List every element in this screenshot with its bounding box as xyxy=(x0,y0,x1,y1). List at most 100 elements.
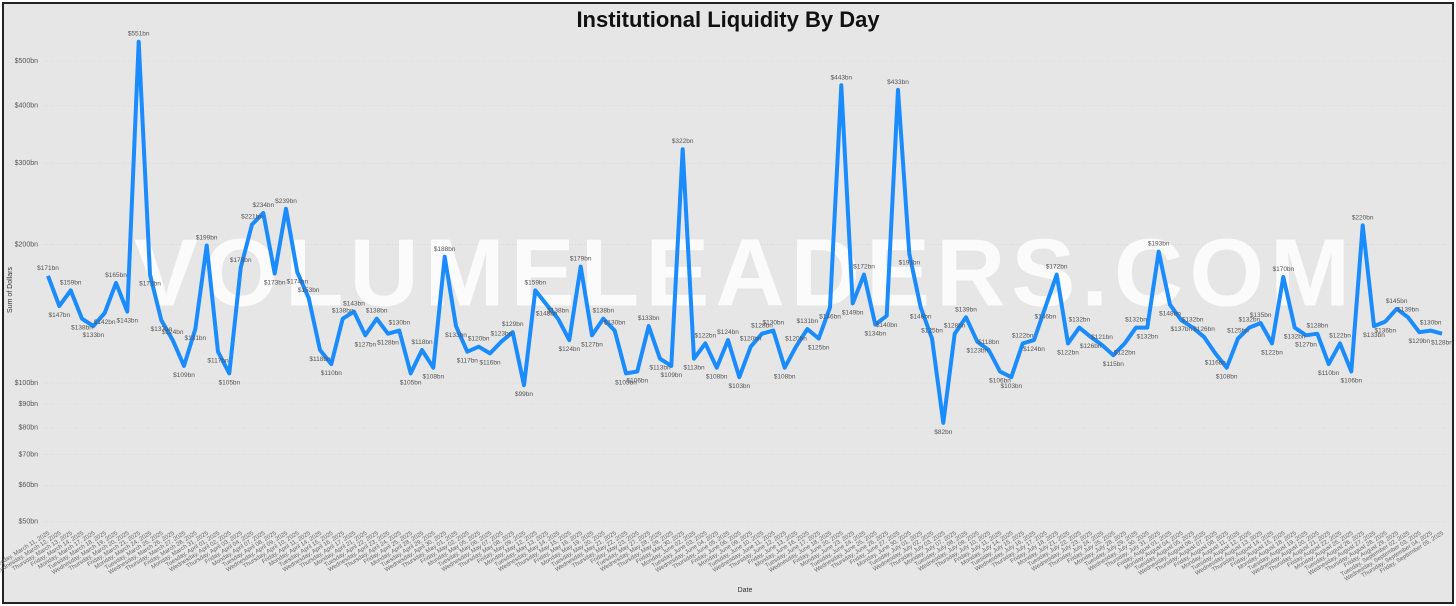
data-label: $115bn xyxy=(1103,361,1125,368)
data-label: $220bn xyxy=(1352,214,1374,221)
data-label: $172bn xyxy=(139,281,161,288)
data-label: $122bn xyxy=(1057,349,1079,356)
data-label: $146bn xyxy=(819,313,841,320)
data-label: $143bn xyxy=(343,301,365,308)
y-tick-label: $80bn xyxy=(19,425,39,432)
data-label: $125bn xyxy=(1227,327,1249,334)
data-label: $179bn xyxy=(570,256,592,263)
y-tick-label: $90bn xyxy=(19,401,39,408)
data-label: $170bn xyxy=(1272,266,1294,273)
data-label: $129bn xyxy=(502,321,524,328)
data-label: $127bn xyxy=(354,341,376,348)
data-label: $132bn xyxy=(1068,317,1090,324)
y-tick-label: $60bn xyxy=(19,482,39,489)
data-label: $106bn xyxy=(626,377,648,384)
data-label: $139bn xyxy=(1397,306,1419,313)
data-label: $113bn xyxy=(683,365,705,372)
data-line xyxy=(46,39,1443,425)
data-label: $146bn xyxy=(1034,313,1056,320)
y-tick-label: $200bn xyxy=(15,241,38,248)
data-label: $117bn xyxy=(207,358,229,365)
data-label: $132bn xyxy=(1136,334,1158,341)
data-label: $130bn xyxy=(1420,320,1442,327)
data-label: $125bn xyxy=(921,327,943,334)
data-label: $109bn xyxy=(660,372,682,379)
data-label: $105bn xyxy=(218,379,240,386)
data-label: $145bn xyxy=(1386,298,1408,305)
data-label: $123bn xyxy=(490,331,512,338)
data-label: $120bn xyxy=(740,336,762,343)
data-label: $117bn xyxy=(457,358,479,365)
data-label: $113bn xyxy=(649,365,671,372)
data-label: $134bn xyxy=(864,331,886,338)
data-label: $138bn xyxy=(592,308,614,315)
data-label: $138bn xyxy=(332,308,354,315)
data-label: $128bn xyxy=(944,323,966,330)
data-label: $322bn xyxy=(672,138,694,145)
data-label: $120bn xyxy=(468,336,490,343)
data-label: $130bn xyxy=(388,320,410,327)
data-label: $127bn xyxy=(581,341,603,348)
data-label: $443bn xyxy=(830,74,852,81)
data-label: $133bn xyxy=(82,332,104,339)
data-label: $132bn xyxy=(1284,334,1306,341)
data-label: $139bn xyxy=(955,306,977,313)
data-label: $128bn xyxy=(751,323,773,330)
y-tick-label: $70bn xyxy=(19,451,39,458)
data-label: $147bn xyxy=(48,312,70,319)
data-label: $126bn xyxy=(1193,326,1215,333)
data-label: $149bn xyxy=(842,309,864,316)
data-label: $103bn xyxy=(728,383,750,390)
data-label: $171bn xyxy=(37,265,59,272)
data-label: $132bn xyxy=(1238,317,1260,324)
data-label: $82bn xyxy=(934,429,952,436)
y-tick-label: $100bn xyxy=(15,380,38,387)
data-label: $132bn xyxy=(1182,317,1204,324)
data-label: $105bn xyxy=(615,379,637,386)
data-label: $116bn xyxy=(479,359,501,366)
data-label: $109bn xyxy=(173,372,195,379)
data-label: $178bn xyxy=(230,257,252,264)
data-label: $120bn xyxy=(785,336,807,343)
data-label: $124bn xyxy=(1023,346,1045,353)
data-label: $137bn xyxy=(1170,326,1192,333)
data-label: $138bn xyxy=(366,308,388,315)
data-label: $137bn xyxy=(150,326,172,333)
data-label: $433bn xyxy=(887,79,909,86)
y-tick-label: $300bn xyxy=(15,160,38,167)
data-label: $551bn xyxy=(128,31,150,38)
data-label: $188bn xyxy=(434,246,456,253)
chart-title: Institutional Liquidity By Day xyxy=(576,7,880,32)
data-label: $122bn xyxy=(1329,332,1351,339)
data-label: $174bn xyxy=(286,278,308,285)
data-label: $116bn xyxy=(1205,359,1227,366)
y-tick-label: $50bn xyxy=(19,519,39,526)
data-label: $128bn xyxy=(377,340,399,347)
data-label: $122bn xyxy=(694,332,716,339)
data-label: $128bn xyxy=(1306,323,1328,330)
data-label: $221bn xyxy=(241,213,263,220)
data-label: $148bn xyxy=(1159,311,1181,318)
data-label: $118bn xyxy=(309,356,331,363)
data-label: $124bn xyxy=(558,346,580,353)
data-label: $133bn xyxy=(638,315,660,322)
data-label: $124bn xyxy=(162,329,184,336)
data-label: $133bn xyxy=(1363,332,1385,339)
data-label: $138bn xyxy=(71,325,93,332)
data-label: $193bn xyxy=(1148,241,1170,248)
y-tick-label: $500bn xyxy=(15,58,38,65)
data-label: $234bn xyxy=(252,202,274,209)
data-label: $172bn xyxy=(853,264,875,271)
data-label: $126bn xyxy=(1080,343,1102,350)
x-axis-title: Date xyxy=(738,587,753,594)
data-label: $173bn xyxy=(264,279,286,286)
data-label: $124bn xyxy=(717,329,739,336)
data-label: $121bn xyxy=(1091,334,1113,341)
data-label: $135bn xyxy=(1250,312,1272,319)
data-label: $133bn xyxy=(445,332,467,339)
data-label: $123bn xyxy=(966,348,988,355)
data-label: $99bn xyxy=(515,391,533,398)
data-label: $103bn xyxy=(1000,383,1022,390)
data-label: $125bn xyxy=(808,344,830,351)
